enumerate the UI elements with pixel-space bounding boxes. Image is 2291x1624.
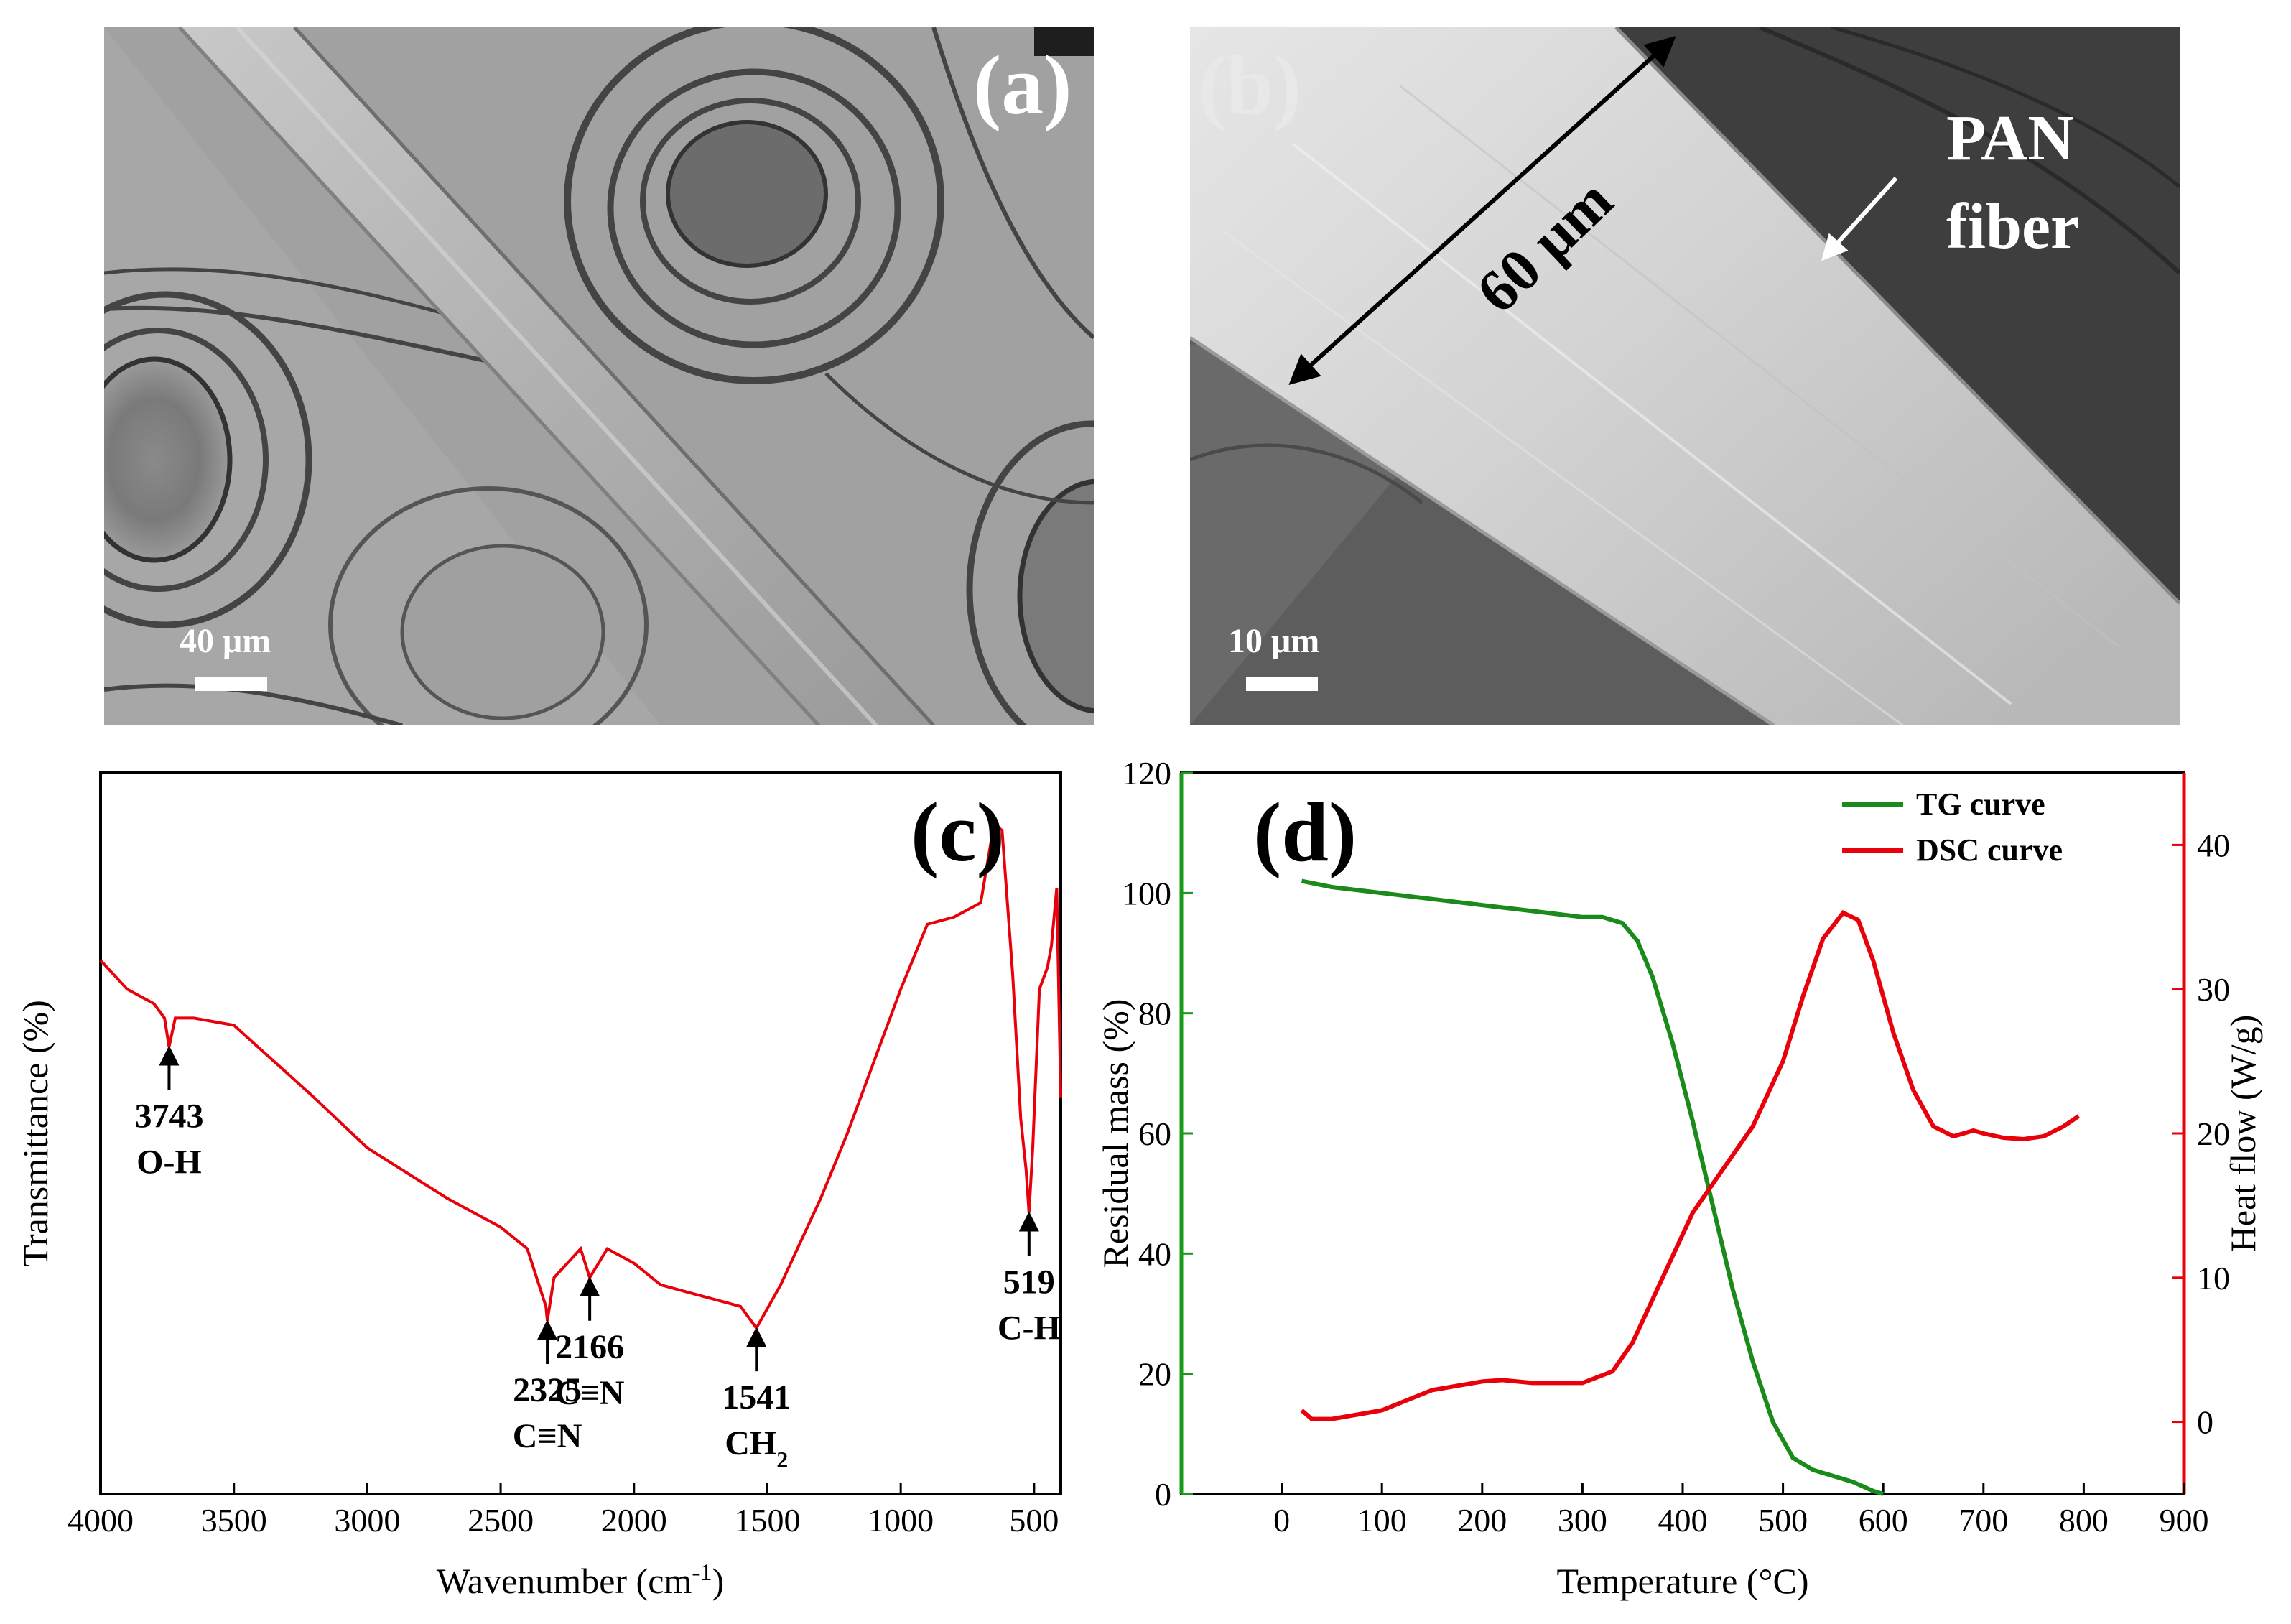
- panel-label-b: (b): [1198, 38, 1301, 132]
- legend-label-dsc: DSC curve: [1916, 832, 2063, 868]
- pan-label-line2: fiber: [1946, 191, 2079, 262]
- right-tick-label: 0: [2197, 1404, 2213, 1441]
- tg-curve-line: [1301, 878, 1885, 1496]
- right-tick-label: 10: [2197, 1260, 2230, 1296]
- x-tick-label-c: 1500: [734, 1502, 800, 1539]
- scale-bar-label-a: 40 μm: [180, 622, 271, 660]
- right-tick-label: 20: [2197, 1115, 2230, 1152]
- x-tick-label-c: 3500: [201, 1502, 267, 1539]
- pan-label-line1: PAN: [1946, 103, 2074, 174]
- left-tick-label: 60: [1138, 1115, 1171, 1152]
- plot-frame-d: [1180, 771, 2185, 1495]
- tg-dsc-chart: 0 100 200 300 400 500 600 700 800 900 02040608010…: [1095, 755, 2263, 1601]
- sem-image-a: [104, 27, 1094, 725]
- plot-frame-c: [99, 771, 1062, 1495]
- panel-label-a: (a): [973, 38, 1072, 132]
- scale-bar-label-b: 10 μm: [1228, 622, 1319, 660]
- x-tick-label-d: 200: [1457, 1502, 1507, 1539]
- x-tick-label-c: 500: [1009, 1502, 1059, 1539]
- x-tick-label-d: 0: [1273, 1502, 1290, 1539]
- panel-label-c: (c): [911, 785, 1005, 879]
- right-axis-title: Heat flow (W/g): [2223, 1015, 2263, 1252]
- dsc-curve-line: [1300, 910, 2081, 1421]
- x-tick-label-d: 600: [1859, 1502, 1908, 1539]
- pan-label-arrow: [1821, 176, 1898, 261]
- peak-wavenumber-label: 519: [1003, 1263, 1055, 1301]
- x-tick-label-d: 500: [1758, 1502, 1808, 1539]
- y-axis-title-c: Transmittance (%): [15, 1000, 55, 1267]
- x-axis-ticks-d: 0 100 200 300 400 500 600 700 800 900: [1273, 1483, 2209, 1539]
- dimension-arrow: [1288, 35, 1676, 386]
- left-axis-title: Residual mass (%): [1095, 999, 1135, 1268]
- left-tick-label: 20: [1138, 1356, 1171, 1393]
- left-tick-label: 120: [1122, 755, 1171, 792]
- x-tick-label-d: 700: [1958, 1502, 2008, 1539]
- peak-wavenumber-label: 1541: [722, 1378, 791, 1416]
- x-tick-label-c: 3000: [334, 1502, 400, 1539]
- left-tick-label: 40: [1138, 1235, 1171, 1272]
- ftir-line: [99, 820, 1062, 1331]
- legend: TG curve DSC curve: [1842, 787, 2063, 868]
- ftir-chart: 4000 3500 3000 2500 2000 1500 1000 500 3743 O-H 2…: [15, 771, 1062, 1602]
- x-tick-label-d: 400: [1658, 1502, 1708, 1539]
- x-tick-label-c: 4000: [68, 1502, 134, 1539]
- peak-wavenumber-label: 2325: [513, 1371, 582, 1409]
- right-axis-ticks: 0 10 20 30 40: [2172, 827, 2230, 1441]
- x-tick-label-c: 2500: [468, 1502, 534, 1539]
- left-tick-label: 0: [1155, 1476, 1171, 1513]
- x-tick-label-c: 2000: [601, 1502, 667, 1539]
- x-axis-ticks-c: [99, 1483, 1036, 1494]
- x-tick-label-d: 800: [2059, 1502, 2109, 1539]
- x-axis-title-d: Temperature (°C): [1556, 1561, 1808, 1601]
- x-tick-label-d: 100: [1357, 1502, 1407, 1539]
- peak-group-label: C≡N: [555, 1374, 625, 1412]
- x-tick-label-c: 1000: [868, 1502, 934, 1539]
- peak-group-label: CH2: [725, 1424, 788, 1472]
- peak-wavenumber-label: 3743: [134, 1098, 203, 1136]
- peak-group-label: C-H: [998, 1309, 1061, 1347]
- x-tick-label-d: 900: [2160, 1502, 2209, 1539]
- peak-group-label: O-H: [136, 1143, 202, 1182]
- left-tick-label: 100: [1122, 875, 1171, 911]
- right-tick-label: 30: [2197, 971, 2230, 1008]
- panel-label-d: (d): [1253, 785, 1357, 879]
- left-axis-ticks: 0 20 40 60 80 100 120: [1122, 755, 1193, 1513]
- x-tick-label-d: 300: [1558, 1502, 1607, 1539]
- left-tick-label: 80: [1138, 996, 1171, 1032]
- x-axis-tick-labels-c: 4000 3500 3000 2500 2000 1500 1000 500: [68, 1502, 1059, 1539]
- right-tick-label: 40: [2197, 827, 2230, 863]
- legend-label-tg: TG curve: [1916, 787, 2045, 822]
- peak-group-label: C≡N: [513, 1417, 582, 1455]
- peak-wavenumber-label: 2166: [555, 1328, 624, 1366]
- x-axis-title-c: Wavenumber (cm-1): [437, 1559, 725, 1602]
